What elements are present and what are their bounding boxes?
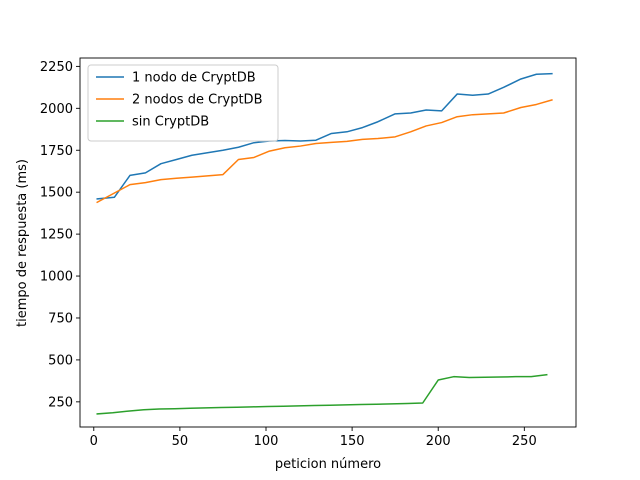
x-tick-label: 0: [90, 434, 98, 449]
legend-label: 2 nodos de CryptDB: [132, 93, 262, 108]
x-tick-label: 50: [172, 434, 189, 449]
y-tick-label: 750: [48, 311, 73, 326]
y-tick-label: 2000: [40, 102, 73, 117]
x-tick-label: 200: [426, 434, 451, 449]
x-tick-label: 100: [254, 434, 279, 449]
y-tick-label: 1750: [40, 144, 73, 159]
legend-label: 1 nodo de CryptDB: [132, 71, 256, 86]
axes-frame: [79, 57, 577, 428]
series-line-1: [96, 72, 553, 200]
series-line-3: [96, 373, 548, 415]
y-tick-label: 1000: [40, 270, 73, 285]
series-line-2: [96, 98, 553, 204]
x-axis-label: peticion número: [275, 457, 381, 472]
y-tick-label: 500: [48, 353, 73, 368]
x-tick-label: 250: [512, 434, 537, 449]
y-tick-label: 1250: [40, 228, 73, 243]
legend-label: sin CryptDB: [132, 115, 209, 130]
legend-box: [87, 64, 279, 142]
y-tick-label: 1500: [40, 186, 73, 201]
series-layer: [96, 72, 553, 415]
y-axis-label: tiempo de respuesta (ms): [15, 159, 30, 327]
x-axis-ticks: 0 50 100 150 200 250: [90, 427, 537, 449]
x-tick-label: 150: [340, 434, 365, 449]
legend: 1 nodo de CryptDB 2 nodos de CryptDB sin C…: [87, 64, 279, 142]
y-tick-label: 250: [48, 395, 73, 410]
y-tick-label: 2250: [40, 60, 73, 75]
y-axis-ticks: 250 500 750 1000 1250 1500 1750 2000 2250: [40, 60, 80, 410]
